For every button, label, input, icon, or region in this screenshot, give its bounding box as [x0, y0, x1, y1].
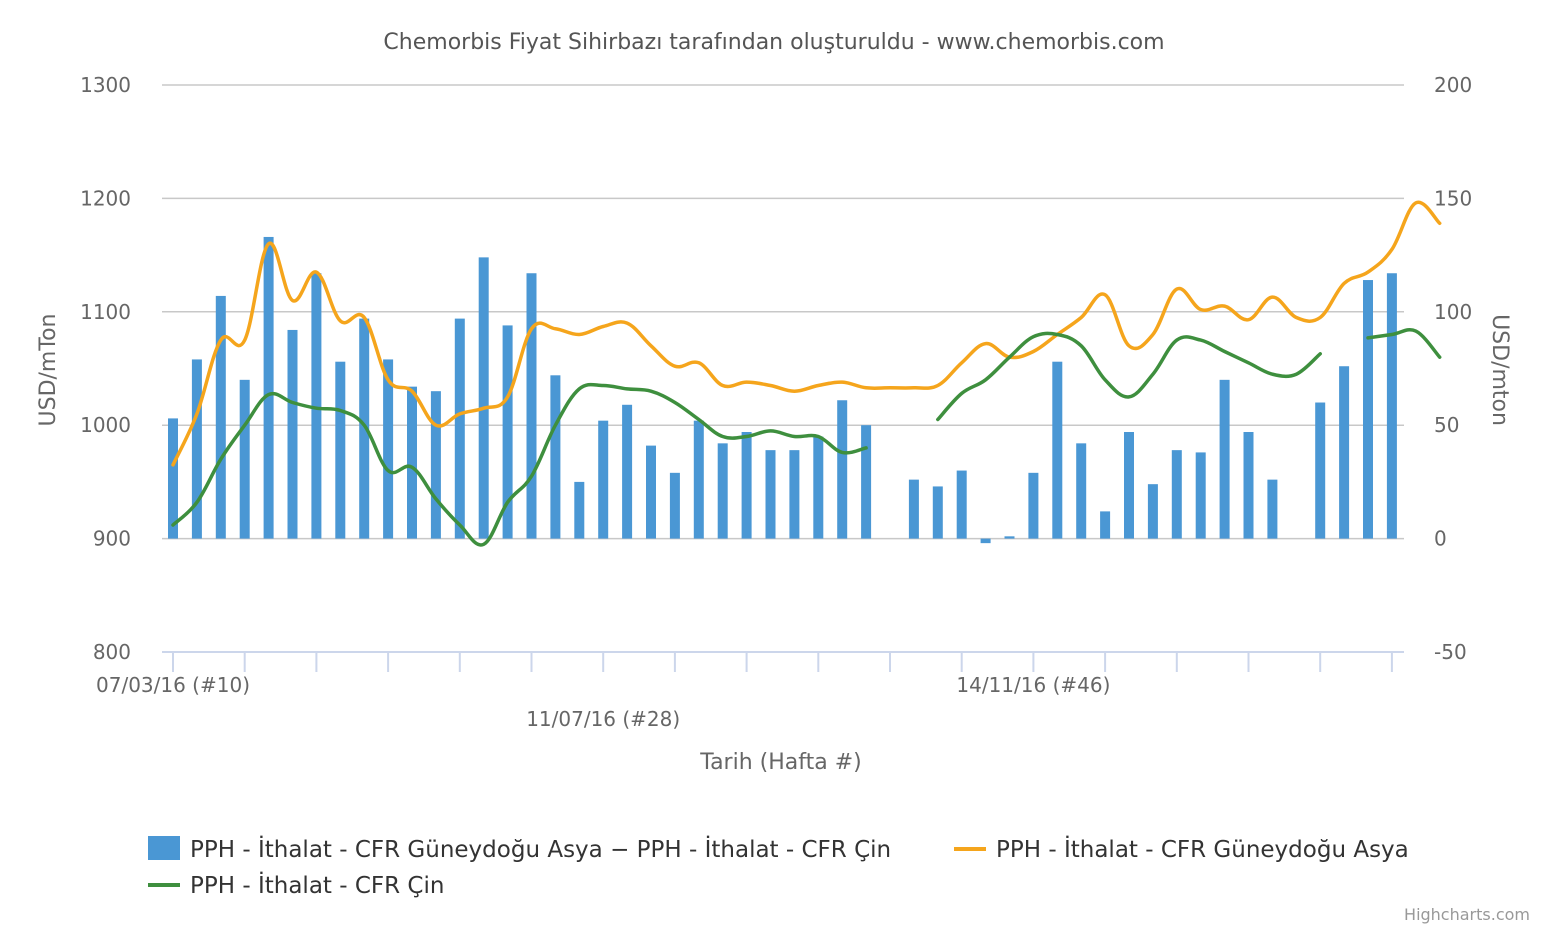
bar[interactable]	[1339, 366, 1350, 539]
bar[interactable]	[168, 418, 178, 539]
bar[interactable]	[574, 481, 585, 539]
bar[interactable]	[741, 432, 752, 539]
bar[interactable]	[980, 538, 991, 544]
line-series	[171, 200, 1442, 547]
bar[interactable]	[383, 359, 394, 539]
bar[interactable]	[502, 325, 513, 539]
bar[interactable]	[1004, 536, 1015, 539]
bar[interactable]	[669, 472, 680, 539]
y-left-tick-label: 1200	[80, 186, 131, 210]
bar[interactable]	[1076, 443, 1087, 539]
bar[interactable]	[1363, 280, 1373, 539]
legend-item-china-series[interactable]: PPH - İthalat - CFR Çin	[148, 871, 444, 899]
y-axis-right-title: USD/mton	[1487, 314, 1512, 426]
y-left-tick-label: 800	[93, 640, 131, 664]
bar[interactable]	[239, 379, 250, 539]
y-right-tick-label: 100	[1434, 300, 1472, 324]
bar[interactable]	[407, 386, 417, 539]
legend-label-sea-series: PPH - İthalat - CFR Güneydoğu Asya	[996, 835, 1409, 863]
bar[interactable]	[765, 450, 776, 539]
bar-series	[168, 236, 1397, 544]
y-left-tick-label: 1300	[80, 73, 131, 97]
bar[interactable]	[1171, 450, 1182, 539]
bar[interactable]	[1243, 432, 1254, 539]
bar[interactable]	[550, 375, 561, 539]
bar[interactable]	[908, 479, 919, 539]
bar[interactable]	[1028, 472, 1039, 539]
legend-item-bar-series[interactable]: PPH - İthalat - CFR Güneydoğu Asya − PPH…	[148, 835, 891, 863]
bar[interactable]	[598, 420, 609, 539]
legend-item-sea-series[interactable]: PPH - İthalat - CFR Güneydoğu Asya	[954, 835, 1409, 863]
china-price-line[interactable]	[171, 382, 868, 547]
bar[interactable]	[454, 318, 465, 539]
bar[interactable]	[311, 273, 322, 539]
y-left-tick-label: 900	[93, 527, 131, 551]
bar[interactable]	[813, 436, 824, 539]
legend-label-bar-series: PPH - İthalat - CFR Güneydoğu Asya − PPH…	[190, 835, 891, 863]
axes: 800 900 1000 1100 1200 1300 -50 0 50 100 150 200 07/…	[80, 73, 1472, 731]
bar[interactable]	[1147, 484, 1158, 539]
legend-bar-swatch	[148, 836, 180, 860]
bar[interactable]	[693, 420, 704, 539]
bar[interactable]	[359, 318, 370, 539]
chart-credit[interactable]: Highcharts.com	[1404, 905, 1530, 924]
bar[interactable]	[789, 450, 800, 539]
y-axis-left-title: USD/mTon	[36, 314, 61, 427]
y-right-tick-label: 0	[1434, 527, 1447, 551]
china-price-line[interactable]	[1366, 327, 1442, 359]
bar[interactable]	[191, 359, 202, 539]
bar[interactable]	[335, 361, 346, 539]
x-tick-label: 14/11/16 (#46)	[956, 673, 1110, 697]
grid-lines	[162, 84, 1404, 540]
chart-title: Chemorbis Fiyat Sihirbazı tarafından olu…	[383, 30, 1164, 55]
bar[interactable]	[215, 295, 226, 539]
bar[interactable]	[861, 425, 872, 539]
bar[interactable]	[717, 443, 728, 539]
china-price-line[interactable]	[936, 331, 1322, 422]
bar[interactable]	[1386, 273, 1397, 539]
bar[interactable]	[646, 445, 656, 539]
legend: PPH - İthalat - CFR Güneydoğu Asya − PPH…	[148, 835, 1409, 899]
y-right-tick-label: -50	[1434, 640, 1467, 664]
bar[interactable]	[1052, 361, 1063, 539]
x-tick-label: 11/07/16 (#28)	[526, 707, 680, 731]
bar[interactable]	[526, 273, 537, 539]
bar[interactable]	[1315, 402, 1326, 539]
bar[interactable]	[1124, 432, 1134, 539]
y-right-tick-label: 150	[1434, 186, 1472, 210]
bar[interactable]	[430, 391, 441, 539]
bar[interactable]	[1100, 511, 1111, 539]
bar[interactable]	[263, 236, 274, 539]
bar[interactable]	[956, 470, 967, 539]
bar[interactable]	[1219, 379, 1230, 539]
bar[interactable]	[1195, 452, 1206, 539]
y-right-tick-label: 50	[1434, 413, 1459, 437]
x-tick-label: 07/03/16 (#10)	[96, 673, 250, 697]
legend-label-china-series: PPH - İthalat - CFR Çin	[190, 871, 444, 899]
bar[interactable]	[932, 486, 943, 539]
bar[interactable]	[622, 404, 633, 539]
bar[interactable]	[478, 257, 489, 539]
bar[interactable]	[1267, 479, 1278, 539]
y-left-tick-label: 1100	[80, 300, 131, 324]
y-right-tick-label: 200	[1434, 73, 1472, 97]
bar[interactable]	[837, 400, 848, 539]
bar[interactable]	[287, 329, 298, 539]
x-axis-title: Tarih (Hafta #)	[699, 750, 861, 775]
sea-price-line[interactable]	[171, 200, 1442, 467]
y-left-tick-label: 1000	[80, 413, 131, 437]
